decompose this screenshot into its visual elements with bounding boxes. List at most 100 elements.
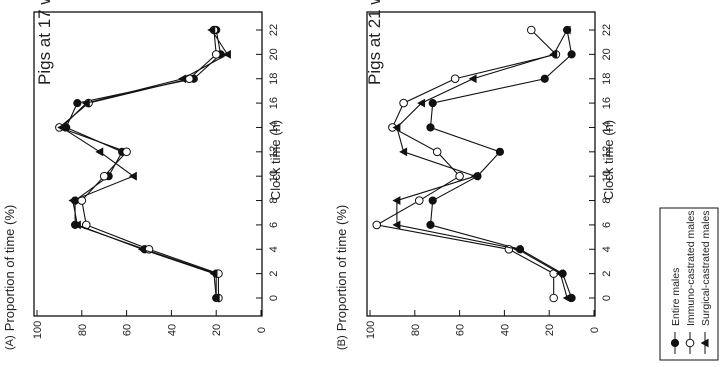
y-tick-label: 0 — [256, 327, 268, 333]
data-point — [426, 123, 435, 132]
legend: Entire males Immuno-castrated males Surgic… — [659, 207, 719, 361]
data-point — [432, 147, 442, 157]
x-tick-label: 4 — [601, 246, 613, 252]
x-tick-label: 2 — [601, 271, 613, 277]
legend-marker — [685, 338, 695, 348]
x-tick-label: 22 — [601, 24, 613, 36]
data-point — [211, 293, 220, 303]
data-point — [73, 98, 82, 108]
panel-b-series — [372, 25, 576, 303]
x-tick-label: 12 — [268, 146, 280, 158]
data-point — [562, 293, 571, 303]
legend-frame — [659, 207, 719, 361]
panel-a-ylabel: Proportion of time (%) — [2, 205, 17, 331]
data-point — [122, 147, 131, 157]
y-tick-label: 20 — [211, 324, 223, 336]
data-point — [470, 171, 479, 181]
legend-entry: Entire males — [670, 268, 682, 326]
x-tick-label: 12 — [601, 146, 613, 158]
y-tick-label: 100 — [365, 321, 377, 339]
data-point — [414, 196, 424, 205]
series-line — [429, 29, 573, 299]
x-tick-label: 10 — [268, 170, 280, 182]
data-point — [562, 25, 571, 35]
x-tick-label: 4 — [268, 246, 280, 252]
data-point — [455, 171, 464, 181]
data-point — [417, 98, 426, 108]
x-tick-label: 18 — [268, 73, 280, 85]
data-point — [68, 196, 77, 205]
legend-entry: Immuno-castrated males — [685, 210, 697, 326]
data-point — [137, 244, 146, 254]
x-tick-label: 20 — [268, 48, 280, 60]
data-point — [392, 220, 401, 230]
panel-b-frame — [366, 11, 596, 317]
series-line — [58, 29, 219, 298]
x-tick-label: 22 — [268, 24, 280, 36]
x-tick-label: 16 — [268, 97, 280, 109]
data-point — [57, 123, 66, 132]
series-line — [375, 29, 558, 298]
x-tick-label: 18 — [601, 73, 613, 85]
data-point — [99, 171, 109, 181]
y-tick-label: 80 — [77, 324, 89, 336]
panel-b-xlabel: Clock time (h) — [601, 120, 616, 200]
data-point — [426, 220, 435, 230]
y-tick-label: 100 — [32, 321, 44, 339]
data-point — [72, 220, 81, 230]
y-tick-label: 40 — [166, 324, 178, 336]
series-line — [60, 29, 229, 299]
panel-b-label: (B) — [336, 335, 348, 350]
panel-a-title: Pigs at 17 weeks — [35, 0, 54, 85]
panel-b-y-ticks: 0 20 40 60 80 100 — [365, 310, 601, 339]
x-tick-label: 6 — [601, 222, 613, 228]
data-point — [372, 220, 382, 230]
data-point — [428, 196, 437, 205]
y-tick-label: 40 — [499, 324, 511, 336]
panel-a-series — [55, 25, 231, 303]
data-point — [392, 123, 401, 132]
x-tick-label: 16 — [601, 97, 613, 109]
x-tick-label: 0 — [268, 295, 280, 301]
data-point — [428, 98, 437, 108]
x-tick-label: 8 — [268, 197, 280, 203]
x-tick-label: 14 — [268, 121, 280, 133]
data-point — [128, 171, 137, 181]
data-point — [549, 293, 558, 303]
y-tick-label: 20 — [544, 324, 556, 336]
panel-b: (B) Proportion of time (%) Pigs at 21 we… — [334, 0, 616, 350]
x-tick-label: 0 — [601, 295, 613, 301]
y-tick-label: 60 — [122, 324, 134, 336]
panel-a: (A) Proportion of time (%) Pigs at 17 we… — [2, 0, 283, 350]
data-point — [495, 147, 505, 156]
data-point — [211, 50, 221, 59]
panel-a-x-ticks: 0 2 4 6 8 10 12 14 16 18 20 22 — [256, 24, 280, 301]
data-point — [399, 147, 408, 157]
data-point — [468, 74, 477, 84]
legend-marker — [700, 338, 709, 348]
data-point — [513, 244, 522, 254]
x-tick-label: 14 — [601, 121, 613, 133]
y-tick-label: 60 — [455, 324, 467, 336]
panel-b-ylabel: Proportion of time (%) — [334, 205, 349, 331]
data-point — [209, 269, 218, 279]
panel-b-x-ticks: 0 2 4 6 8 10 12 14 16 18 20 22 — [589, 24, 613, 301]
panel-a-y-ticks: 0 20 40 60 80 100 — [32, 310, 268, 339]
panel-a-label: (A) — [4, 335, 16, 350]
y-tick-label: 80 — [410, 324, 422, 336]
data-point — [223, 49, 231, 59]
legend-marker — [670, 338, 680, 348]
panel-a-frame — [33, 11, 263, 317]
data-point — [450, 74, 460, 84]
y-tick-label: 0 — [589, 327, 601, 333]
x-tick-label: 6 — [268, 222, 280, 228]
data-point — [567, 50, 576, 59]
data-point — [81, 98, 90, 108]
data-point — [556, 269, 564, 279]
data-point — [392, 196, 401, 205]
data-point — [540, 74, 549, 83]
panel-b-title: Pigs at 21 weeks — [365, 0, 384, 85]
x-tick-label: 10 — [601, 170, 613, 182]
data-point — [399, 98, 408, 108]
data-point — [95, 147, 104, 157]
